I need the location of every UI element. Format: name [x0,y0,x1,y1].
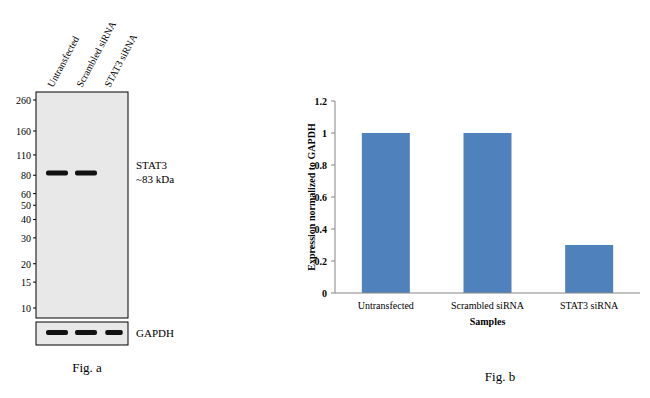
blot-frame [36,92,128,318]
ladder-label: 80 [21,170,31,181]
y-axis-label: Expression normalized to GAPDH [306,123,317,271]
loading-name: GAPDH [136,327,174,339]
stat3-band [103,170,125,175]
x-tick-label: Untransfected [358,300,414,311]
gapdh-band [75,330,97,335]
y-tick-label: 0 [322,288,327,299]
y-tick [331,133,335,134]
ladder-tick [33,130,36,131]
y-tick [331,165,335,166]
y-tick [331,293,335,294]
ladder-label: 10 [21,303,31,314]
bar [362,133,410,293]
gapdh-band [105,330,123,335]
y-tick [331,197,335,198]
y-tick-label: 1 [322,128,327,139]
bar [565,245,613,293]
ladder-tick [33,154,36,155]
stat3-band [46,170,68,175]
ladder-tick [33,205,36,206]
y-tick [331,261,335,262]
ladder-label: 15 [21,277,31,288]
lane-label: STAT3 siRNA [102,32,139,89]
stat3-band [75,170,97,175]
ladder-label: 20 [21,259,31,270]
ladder-tick [33,308,36,309]
caption: Fig. b [485,369,515,384]
gapdh-frame [36,322,128,345]
x-axis-label: Samples [470,316,506,327]
x-axis [335,293,640,294]
ladder-label: 110 [16,150,31,161]
y-tick [331,101,335,102]
target-name: STAT3 [136,159,167,171]
ladder-label: 160 [16,126,31,137]
ladder-label: 60 [21,189,31,200]
x-tick-label: Scrambled siRNA [451,300,525,311]
ladder-label: 30 [21,233,31,244]
caption: Fig. a [72,360,102,375]
ladder-tick [33,263,36,264]
gapdh-band [46,330,68,335]
ladder-tick [33,219,36,220]
ladder-tick [33,193,36,194]
ladder-label: 40 [21,214,31,225]
target-size: ~83 kDa [136,173,174,185]
y-tick-label: 1.2 [315,96,328,107]
bar [464,133,512,293]
ladder-tick [33,237,36,238]
y-tick [331,229,335,230]
x-tick-label: STAT3 siRNA [560,300,619,311]
y-axis [335,101,336,293]
ladder-label: 260 [16,95,31,106]
bars [362,133,613,293]
ladder-tick [33,175,36,176]
ladder-label: 50 [21,200,31,211]
ladder-tick [33,282,36,283]
ladder-tick [33,100,36,101]
